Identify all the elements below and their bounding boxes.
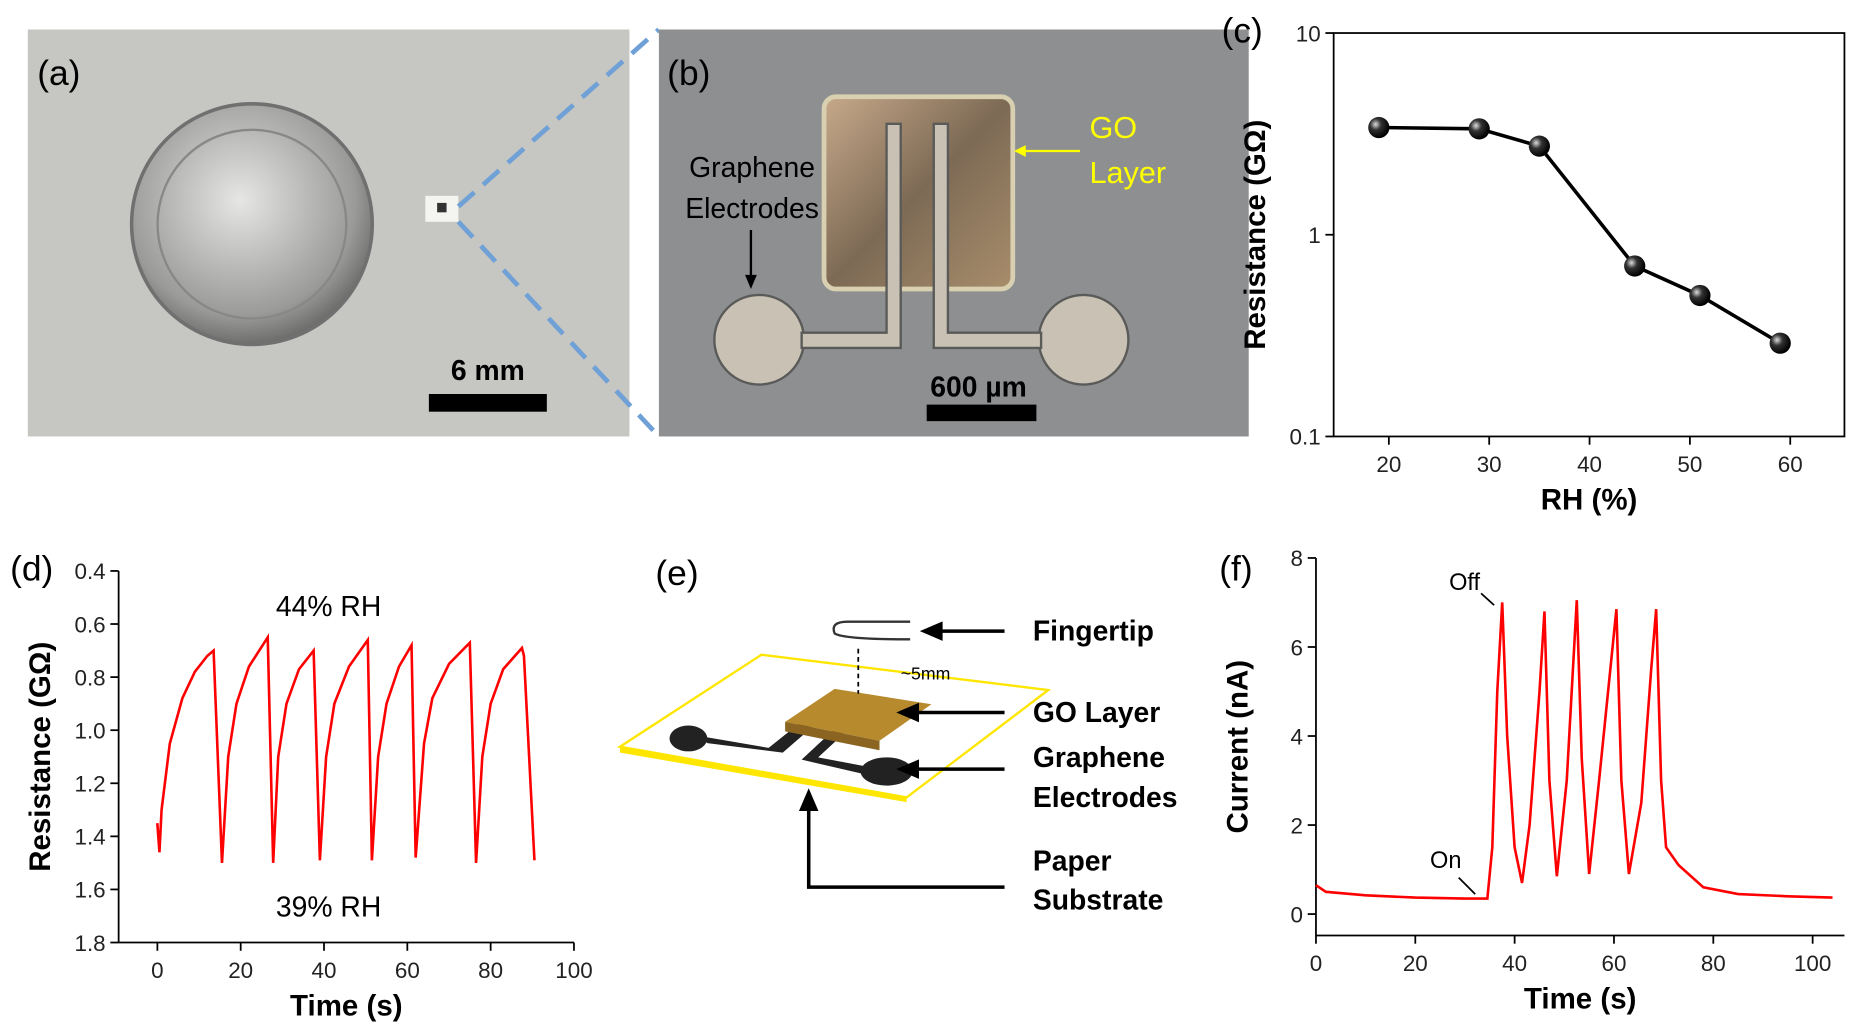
annotation-arrow — [1458, 877, 1476, 895]
photo-b: (b) GO Layer Graphene Electrodes 600 µm — [658, 29, 1249, 437]
zoom-line — [456, 27, 661, 209]
x-axis-title: Time (s) — [1524, 983, 1637, 1016]
data-line — [1378, 125, 1782, 345]
x-tick-label: 60 — [1778, 452, 1803, 477]
panel-label: (d) — [10, 549, 53, 588]
photo-a: (a) 6 mm — [27, 29, 630, 437]
y-tick-label: 1.2 — [74, 772, 105, 797]
data-point — [1528, 135, 1550, 157]
annotation: 39% RH — [276, 891, 381, 923]
y-tick-label: 2 — [1291, 813, 1303, 838]
x-tick-label: 50 — [1677, 452, 1702, 477]
x-tick-label: 40 — [312, 958, 337, 983]
x-tick-label: 40 — [1577, 452, 1602, 477]
panel-label: (f) — [1219, 549, 1252, 588]
y-tick-label: 0.4 — [74, 559, 105, 584]
x-tick-label: 20 — [228, 958, 253, 983]
panel-label: (a) — [37, 54, 80, 93]
data-point — [1368, 116, 1390, 139]
annotation: Electrodes — [1033, 781, 1178, 813]
y-tick-label: 4 — [1291, 724, 1303, 749]
data-point — [1689, 284, 1711, 307]
annotation: Paper — [1033, 845, 1112, 877]
annotation: Off — [1449, 569, 1480, 595]
x-tick-label: 60 — [1602, 951, 1627, 976]
y-tick-label: 1.4 — [74, 825, 105, 850]
x-tick-label: 20 — [1403, 951, 1428, 976]
data-line — [1315, 600, 1833, 900]
panel-label: (e) — [655, 554, 698, 593]
y-axis-title: Resistance (GΩ) — [1239, 120, 1272, 350]
x-tick-label: 100 — [555, 958, 592, 983]
y-axis-title: Resistance (GΩ) — [24, 642, 57, 872]
annotation: Layer — [1089, 156, 1166, 190]
y-tick-label: 1.8 — [74, 931, 105, 956]
x-tick-label: 100 — [1794, 951, 1831, 976]
x-tick-label: 20 — [1376, 452, 1401, 477]
panel-label: (c) — [1222, 11, 1263, 50]
y-tick-label: 0.8 — [74, 665, 105, 690]
x-tick-label: 60 — [395, 958, 420, 983]
y-tick-label: 1.6 — [74, 878, 105, 903]
annotation: GO — [1089, 111, 1137, 145]
annotation: Electrodes — [685, 192, 819, 224]
annotation: On — [1430, 847, 1461, 873]
x-axis-title: RH (%) — [1541, 484, 1638, 517]
data-point — [1468, 118, 1490, 140]
y-tick-label: 0.1 — [1290, 425, 1321, 450]
x-tick-label: 0 — [151, 958, 163, 983]
x-tick-label: 30 — [1477, 452, 1502, 477]
annotation: Graphene — [1033, 741, 1165, 773]
scale-label: 6 mm — [451, 354, 525, 386]
annotation: GO Layer — [1033, 696, 1160, 728]
data-point — [1624, 255, 1646, 277]
y-tick-label: 1 — [1308, 223, 1320, 248]
x-tick-label: 40 — [1502, 951, 1527, 976]
x-tick-label: 0 — [1310, 951, 1322, 976]
panel-label: (b) — [667, 54, 710, 93]
y-tick-label: 0 — [1291, 902, 1303, 927]
annotation: Substrate — [1033, 883, 1164, 915]
y-tick-label: 0.6 — [74, 612, 105, 637]
y-axis-title: Current (nA) — [1222, 660, 1255, 834]
data-line — [156, 633, 536, 863]
data-point — [1769, 332, 1791, 354]
zoom-line — [456, 220, 661, 439]
y-tick-label: 8 — [1291, 546, 1303, 571]
y-tick-label: 6 — [1291, 635, 1303, 660]
annotation: 44% RH — [276, 590, 381, 622]
annotation: ~5mm — [901, 663, 951, 683]
plot-frame — [1332, 32, 1846, 438]
x-axis-title: Time (s) — [290, 990, 403, 1023]
y-tick-label: 1.0 — [74, 718, 105, 743]
diagram-e: (e) Fingertip ~5mm GO Layer Graphene Ele… — [616, 554, 1178, 915]
annotation: Graphene — [689, 151, 815, 183]
y-tick-label: 10 — [1296, 21, 1321, 46]
x-tick-label: 80 — [478, 958, 503, 983]
annotation-arrow — [1480, 592, 1495, 606]
x-tick-label: 80 — [1701, 951, 1726, 976]
annotation: Fingertip — [1033, 615, 1154, 647]
scale-label: 600 µm — [930, 370, 1027, 402]
